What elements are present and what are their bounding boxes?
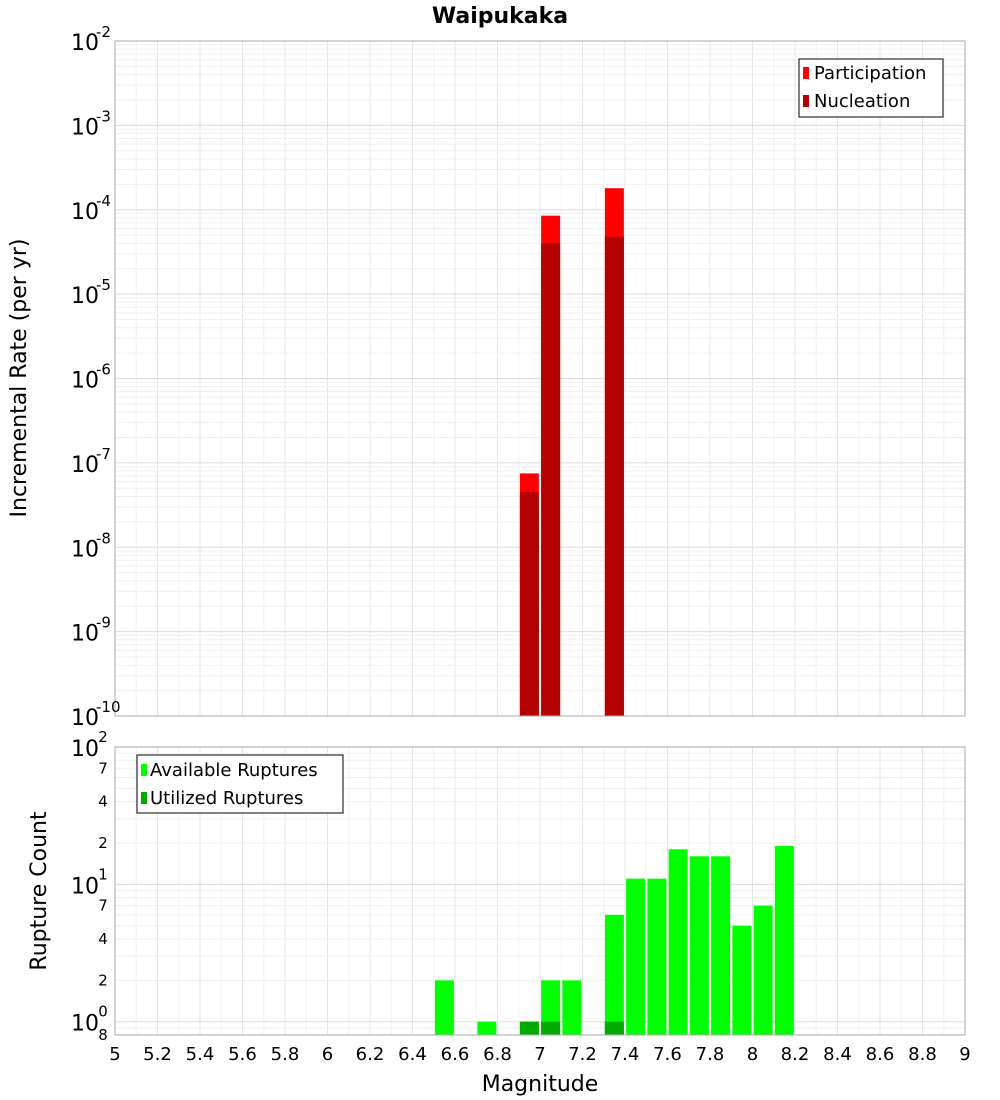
x-tick-label: 9 — [959, 1044, 970, 1065]
x-tick-label: 7.2 — [568, 1044, 597, 1065]
bottom-plot-bars — [435, 846, 794, 1035]
legend-swatch-participation — [803, 67, 809, 79]
available-ruptures-bar — [647, 879, 666, 1035]
x-axis-label: Magnitude — [482, 1072, 599, 1097]
y-tick-exponent: -4 — [96, 192, 111, 210]
y-tick-label: 10 — [71, 453, 99, 478]
y-tick-exponent: 2 — [98, 728, 108, 746]
legend-label-nucleation: Nucleation — [814, 91, 910, 112]
legend-swatch-nucleation — [803, 95, 809, 107]
x-tick-label: 5 — [109, 1044, 120, 1065]
y-minor-tick-label: 4 — [98, 793, 108, 811]
available-ruptures-bar — [754, 906, 773, 1035]
x-tick-label: 6 — [322, 1044, 333, 1065]
top-y-axis-label: Incremental Rate (per yr) — [7, 239, 32, 518]
y-tick-exponent: 1 — [98, 865, 108, 883]
legend-label-utilized: Utilized Ruptures — [150, 788, 303, 809]
x-axis-ticks: 5 5.2 5.4 5.6 5.8 6 6.2 6.4 6.6 6.8 7 7.2 7.4 7.6 7.8 8… — [109, 1044, 970, 1065]
available-ruptures-bar — [435, 980, 454, 1035]
y-tick-exponent: -9 — [96, 614, 111, 632]
chart-title: Waipukaka — [432, 4, 568, 29]
available-ruptures-bar — [711, 856, 730, 1035]
x-tick-label: 6.6 — [441, 1044, 470, 1065]
x-tick-label: 8.2 — [781, 1044, 810, 1065]
available-ruptures-bar — [669, 849, 688, 1035]
available-ruptures-bar — [477, 1022, 496, 1035]
y-minor-tick-label: 8 — [98, 1026, 108, 1044]
available-ruptures-bar — [732, 926, 751, 1035]
x-tick-label: 5.8 — [271, 1044, 300, 1065]
x-tick-label: 7.4 — [611, 1044, 640, 1065]
top-legend: Participation Nucleation — [799, 59, 943, 117]
y-tick-label: 10 — [71, 369, 99, 394]
x-tick-label: 6.8 — [483, 1044, 512, 1065]
y-minor-tick-label: 7 — [98, 897, 108, 915]
utilized-ruptures-bar — [541, 1022, 560, 1035]
x-tick-label: 6.2 — [356, 1044, 385, 1065]
y-tick-exponent: -8 — [96, 529, 111, 547]
top-plot-grid — [115, 41, 965, 716]
bottom-legend: Available Ruptures Utilized Ruptures — [137, 755, 343, 813]
y-tick-exponent: -2 — [96, 23, 111, 41]
x-tick-label: 5.6 — [228, 1044, 257, 1065]
y-tick-exponent: -5 — [96, 276, 111, 294]
x-tick-label: 8.6 — [866, 1044, 895, 1065]
bottom-y-axis-label: Rupture Count — [27, 811, 52, 971]
y-tick-exponent: -7 — [96, 445, 111, 463]
y-tick-label: 10 — [71, 284, 99, 309]
y-tick-exponent: -3 — [96, 107, 111, 125]
x-tick-label: 7 — [534, 1044, 545, 1065]
utilized-ruptures-bar — [520, 1022, 539, 1035]
y-tick-label: 10 — [71, 31, 99, 56]
legend-swatch-utilized — [141, 792, 147, 804]
y-minor-tick-label: 2 — [98, 834, 108, 852]
x-tick-label: 6.4 — [398, 1044, 427, 1065]
utilized-ruptures-bar — [605, 1022, 624, 1035]
available-ruptures-bar — [562, 980, 581, 1035]
y-minor-tick-label: 2 — [98, 971, 108, 989]
y-tick-label: 10 — [71, 737, 99, 762]
available-ruptures-bar — [626, 879, 645, 1035]
x-tick-label: 7.6 — [653, 1044, 682, 1065]
legend-swatch-available — [141, 764, 147, 776]
y-minor-tick-label: 4 — [98, 930, 108, 948]
nucleation-bar — [520, 492, 539, 716]
x-tick-label: 5.2 — [143, 1044, 172, 1065]
available-ruptures-bar — [605, 915, 624, 1035]
x-tick-label: 8.8 — [908, 1044, 937, 1065]
x-tick-label: 8 — [747, 1044, 758, 1065]
y-tick-label: 10 — [71, 200, 99, 225]
y-tick-label: 10 — [71, 115, 99, 140]
y-tick-exponent: -10 — [96, 698, 121, 716]
y-tick-label: 10 — [71, 706, 99, 731]
x-tick-label: 8.4 — [823, 1044, 852, 1065]
top-plot-bars — [520, 188, 624, 716]
legend-label-participation: Participation — [814, 63, 926, 84]
legend-label-available: Available Ruptures — [150, 760, 318, 781]
x-tick-label: 5.4 — [186, 1044, 215, 1065]
nucleation-bar — [605, 237, 624, 716]
available-ruptures-bar — [690, 856, 709, 1035]
y-tick-exponent: 0 — [98, 1003, 108, 1021]
y-tick-label: 10 — [71, 874, 99, 899]
y-tick-label: 10 — [71, 537, 99, 562]
y-minor-tick-label: 7 — [98, 759, 108, 777]
nucleation-bar — [541, 243, 560, 716]
x-tick-label: 7.8 — [696, 1044, 725, 1065]
y-tick-label: 10 — [71, 622, 99, 647]
available-ruptures-bar — [775, 846, 794, 1035]
y-tick-exponent: -6 — [96, 361, 111, 379]
y-tick-label: 10 — [71, 1012, 99, 1037]
